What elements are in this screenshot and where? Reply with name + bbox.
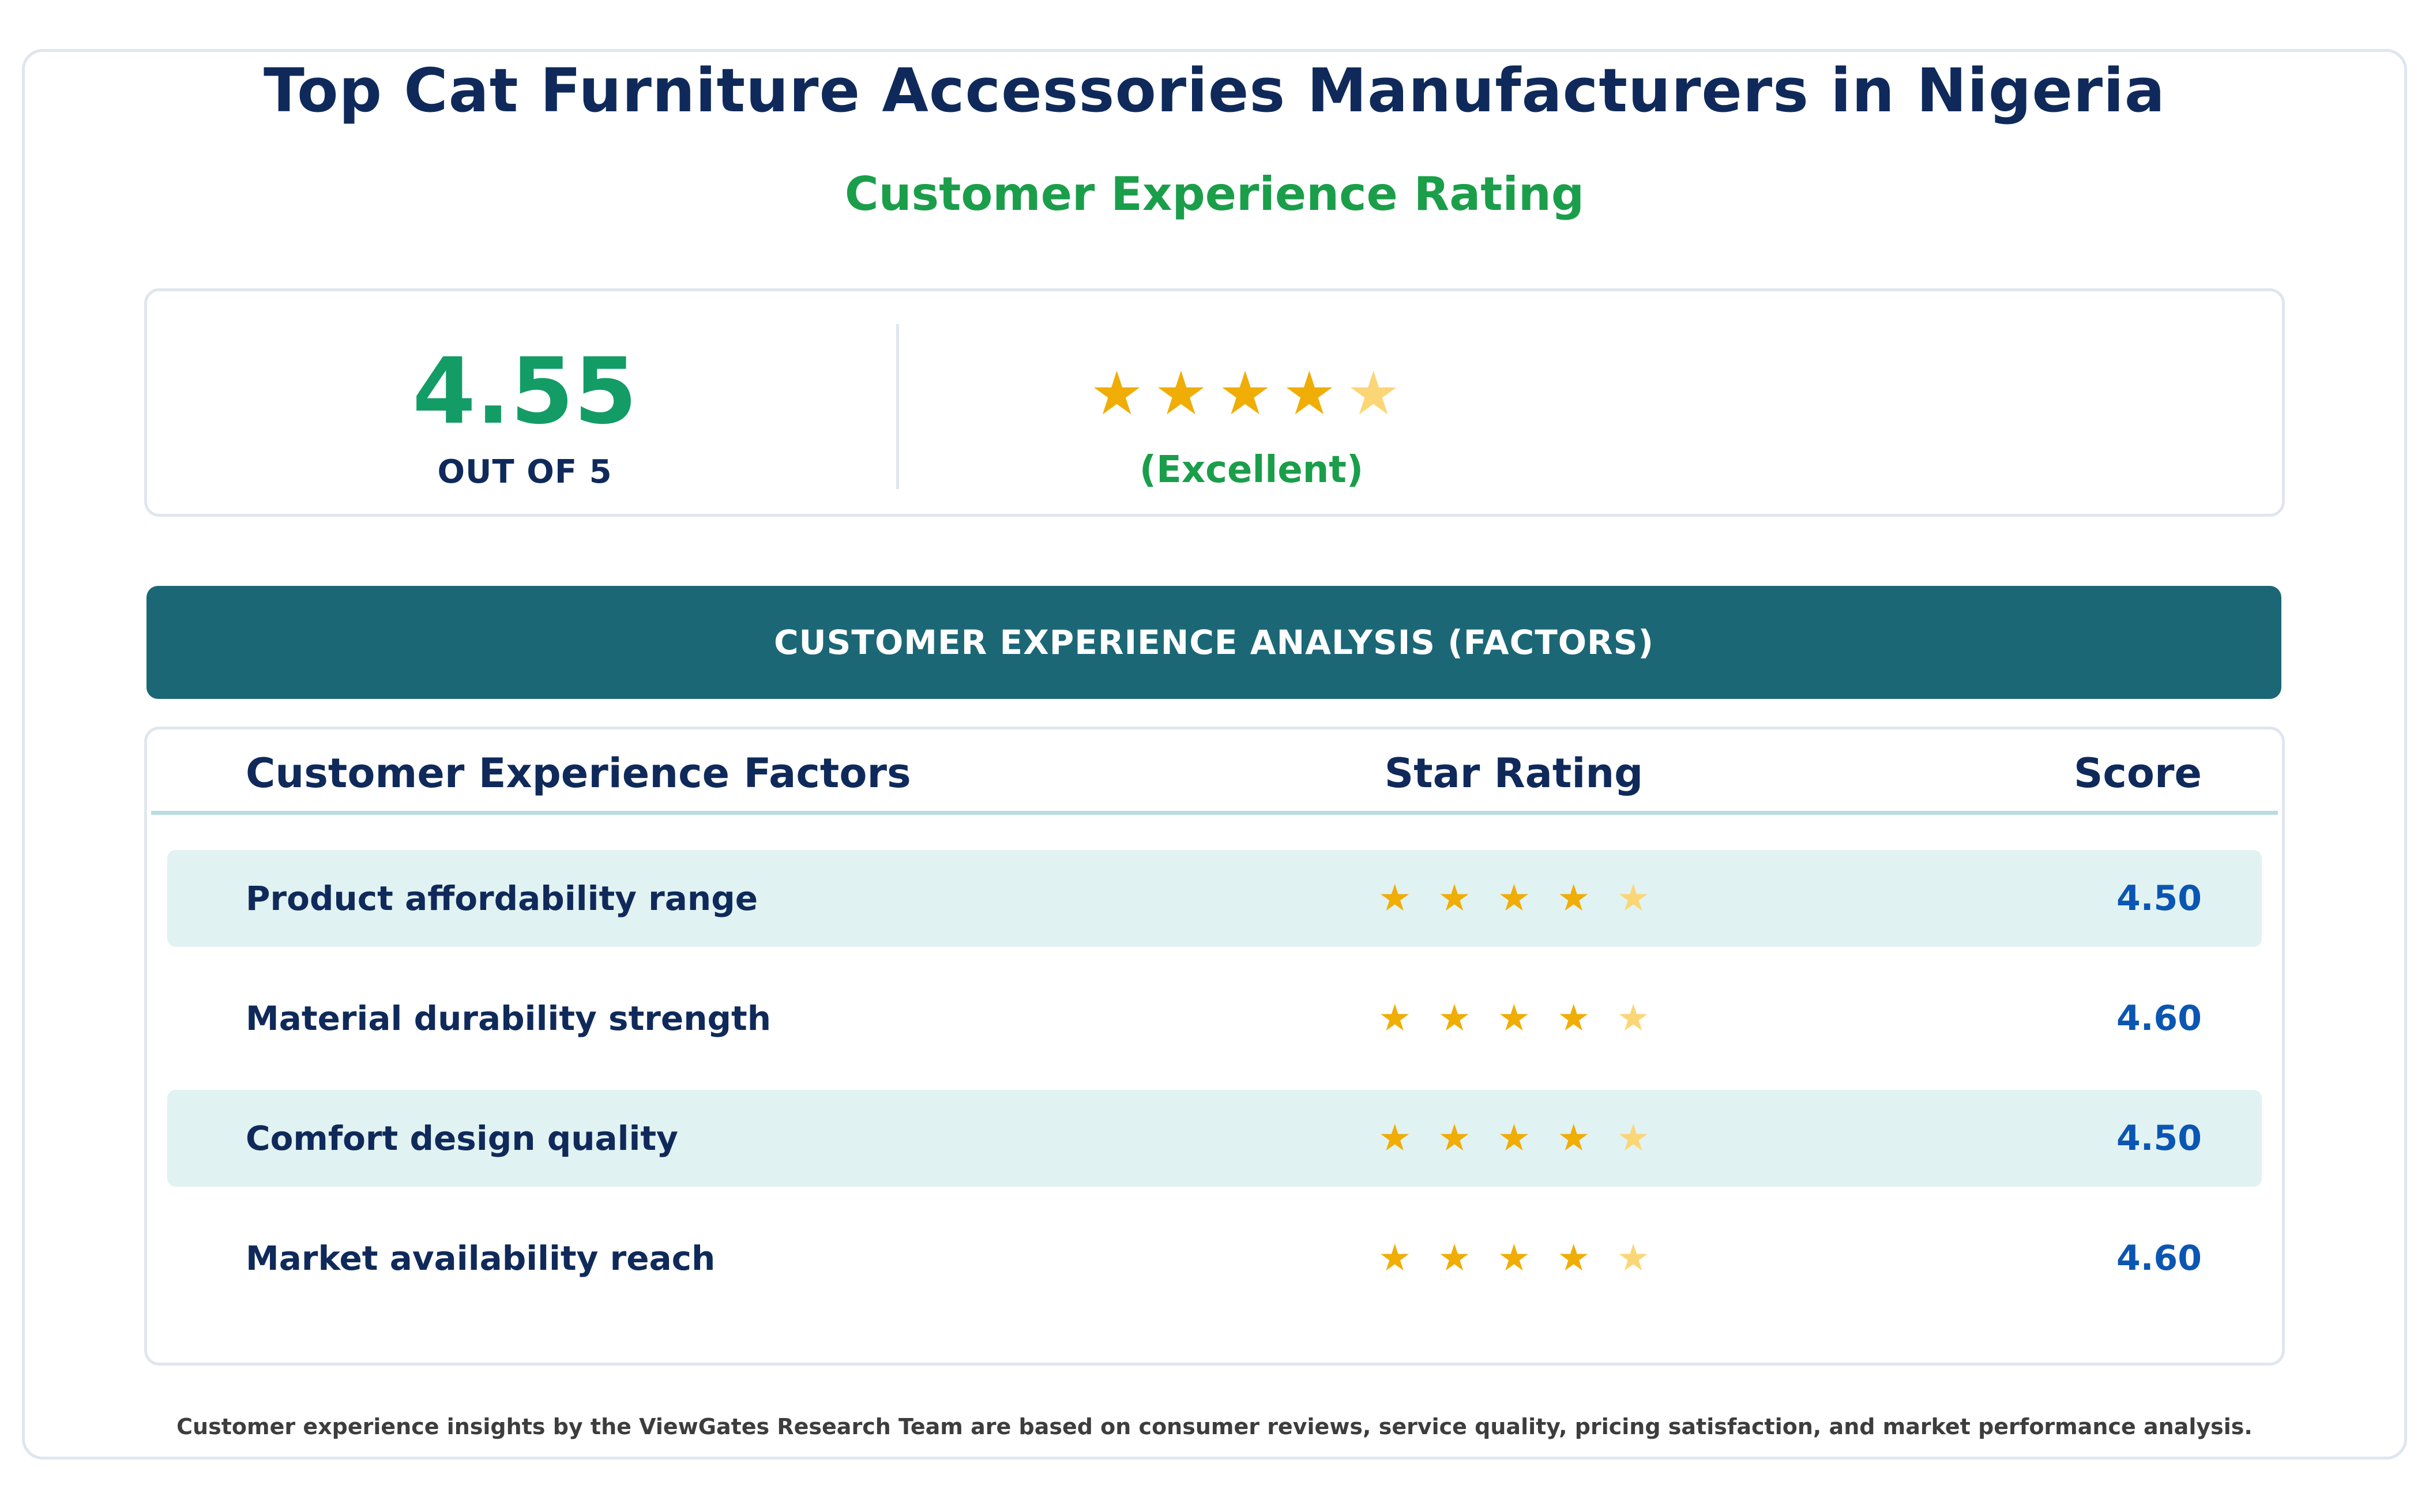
star-icon: ★: [1497, 1117, 1531, 1160]
star-icon: ★: [1378, 997, 1412, 1040]
overall-rating-card: [144, 288, 2285, 517]
factor-score: 4.60: [2116, 998, 2202, 1039]
page-title: Top Cat Furniture Accessories Manufactur…: [264, 55, 2165, 126]
star-icon: ★: [1378, 877, 1412, 920]
card-divider: [896, 324, 899, 489]
star-icon: ★: [1557, 1237, 1590, 1280]
star-icon: ★: [1438, 1237, 1471, 1280]
star-icon: ★: [1557, 877, 1590, 920]
star-icon: ★: [1378, 1117, 1412, 1160]
footer-note: Customer experience insights by the View…: [176, 1414, 2253, 1439]
star-icon: ★: [1497, 877, 1531, 920]
factor-label: Market availability reach: [246, 1239, 716, 1278]
factor-label: Material durability strength: [246, 999, 772, 1038]
analysis-banner: CUSTOMER EXPERIENCE ANALYSIS (FACTORS): [146, 586, 2281, 699]
star-icon: ★: [1346, 358, 1401, 428]
star-icon: ★: [1616, 1237, 1650, 1280]
factor-label: Product affordability range: [246, 879, 758, 918]
star-icon: ★: [1557, 997, 1590, 1040]
table-row: Market availability reach ★ ★ ★ ★ ★ 4.60: [167, 1210, 2262, 1307]
star-icon: ★: [1497, 997, 1531, 1040]
column-header-score: Score: [2074, 750, 2202, 797]
star-icon: ★: [1616, 877, 1650, 920]
star-icon: ★: [1616, 997, 1650, 1040]
star-icon: ★: [1154, 358, 1208, 428]
star-icon: ★: [1090, 358, 1144, 428]
factor-star-rating: ★ ★ ★ ★ ★: [1378, 970, 1676, 1067]
star-icon: ★: [1378, 1237, 1412, 1280]
factor-star-rating: ★ ★ ★ ★ ★: [1378, 1090, 1676, 1187]
table-row: Material durability strength ★ ★ ★ ★ ★ 4.60: [167, 970, 2262, 1067]
table-row: Comfort design quality ★ ★ ★ ★ ★ 4.50: [167, 1090, 2262, 1187]
table-row: Product affordability range ★ ★ ★ ★ ★ 4.50: [167, 850, 2262, 947]
factor-star-rating: ★ ★ ★ ★ ★: [1378, 1210, 1676, 1307]
table-header-divider: [151, 811, 2278, 815]
star-icon: ★: [1282, 358, 1336, 428]
star-icon: ★: [1616, 1117, 1650, 1160]
factors-table: [144, 727, 2285, 1366]
page-subtitle: Customer Experience Rating: [844, 167, 1585, 221]
overall-star-rating: ★ ★ ★ ★ ★: [1090, 363, 1411, 423]
star-icon: ★: [1438, 997, 1471, 1040]
factor-label: Comfort design quality: [246, 1119, 678, 1158]
star-icon: ★: [1557, 1117, 1590, 1160]
rating-descriptor: (Excellent): [1139, 449, 1364, 491]
star-icon: ★: [1438, 877, 1471, 920]
overall-score: 4.55: [412, 338, 637, 445]
star-icon: ★: [1497, 1237, 1531, 1280]
column-header-factors: Customer Experience Factors: [246, 750, 911, 797]
factor-score: 4.50: [2116, 878, 2202, 919]
star-icon: ★: [1218, 358, 1272, 428]
star-icon: ★: [1438, 1117, 1471, 1160]
factor-star-rating: ★ ★ ★ ★ ★: [1378, 850, 1676, 947]
out-of-label: OUT OF 5: [437, 453, 612, 491]
factor-score: 4.60: [2116, 1238, 2202, 1278]
column-header-star-rating: Star Rating: [1384, 750, 1644, 797]
factor-score: 4.50: [2116, 1118, 2202, 1159]
